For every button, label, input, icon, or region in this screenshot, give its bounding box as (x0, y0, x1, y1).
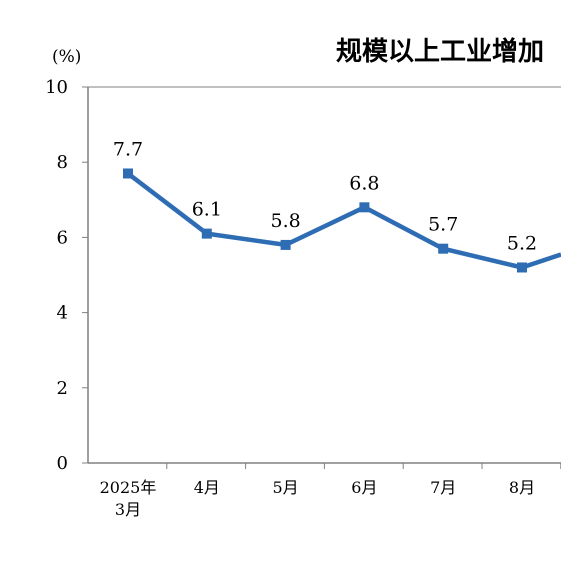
data-label: 5.7 (428, 214, 458, 236)
data-point-marker (201, 228, 212, 239)
y-tick-label: 8 (57, 152, 68, 173)
plot-area: 0 2 4 6 8 10 2025年 3月 4月 5月 6月 7月 8月 7.7 6.1 5.8 6.8 5.7 5… (45, 77, 561, 519)
data-label: 5.2 (507, 232, 537, 254)
data-point-marker (280, 239, 291, 250)
data-label: 7.7 (113, 138, 143, 160)
y-tick-label: 0 (57, 453, 68, 474)
y-tick-label: 4 (57, 303, 68, 324)
y-tick-label: 6 (57, 227, 68, 248)
x-tick-label: 8月 (509, 478, 535, 497)
data-point-marker (438, 243, 449, 254)
x-tick-label: 7月 (430, 478, 456, 497)
x-tick-label: 3月 (115, 500, 141, 519)
data-point-marker (517, 262, 527, 273)
x-tick-label: 5月 (273, 478, 299, 497)
x-tick-label: 6月 (351, 478, 377, 497)
data-point-marker (359, 202, 370, 213)
data-label: 6.8 (349, 172, 379, 194)
data-label: 6.1 (192, 199, 222, 221)
data-point-marker (123, 168, 133, 179)
y-tick-label: 2 (57, 378, 68, 399)
x-tick-label: 4月 (194, 478, 220, 497)
data-label: 5.8 (270, 210, 300, 232)
y-tick-label: 10 (45, 77, 68, 98)
y-axis-unit-label: (%) (52, 47, 81, 67)
x-tick-label: 2025年 (100, 478, 157, 497)
chart-title: 规模以上工业增加 (336, 36, 544, 67)
